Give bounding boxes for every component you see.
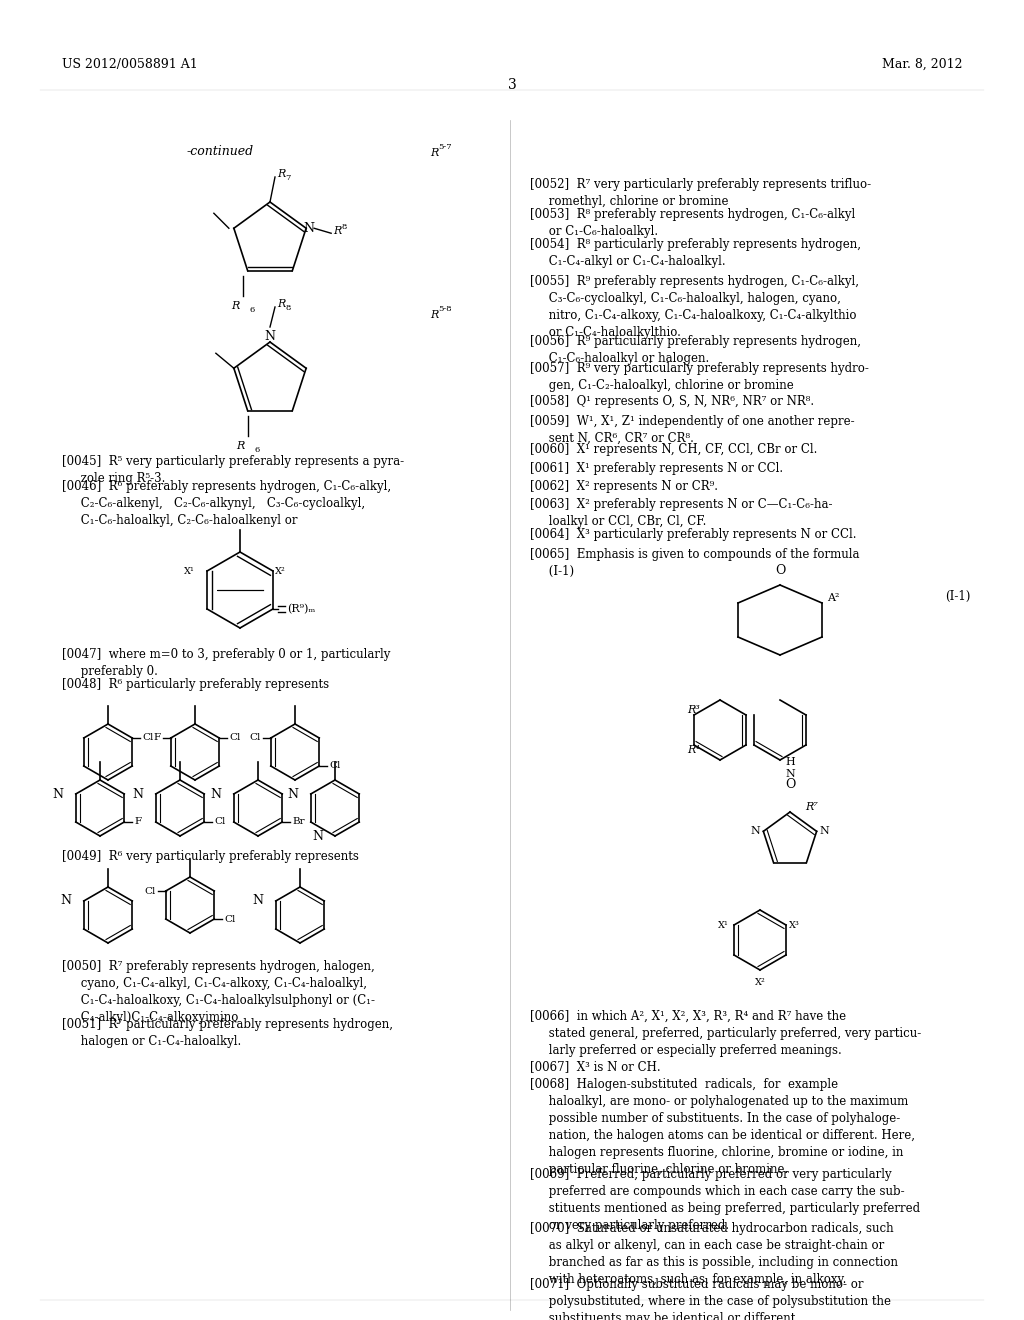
Text: [0051]  R⁷ particularly preferably represents hydrogen,
     halogen or C₁-C₄-ha: [0051] R⁷ particularly preferably repres… bbox=[62, 1018, 393, 1048]
Text: [0066]  in which A², X¹, X², X³, R³, R⁴ and R⁷ have the
     stated general, pre: [0066] in which A², X¹, X², X³, R³, R⁴ a… bbox=[530, 1010, 922, 1057]
Text: [0049]  R⁶ very particularly preferably represents: [0049] R⁶ very particularly preferably r… bbox=[62, 850, 358, 863]
Text: [0063]  X² preferably represents N or C—C₁-C₆-ha-
     loalkyl or CCl, CBr, Cl, : [0063] X² preferably represents N or C—C… bbox=[530, 498, 833, 528]
Text: 7: 7 bbox=[285, 174, 291, 182]
Text: -continued: -continued bbox=[186, 145, 254, 158]
Text: [0071]  Optionally substituted radicals may be mono- or
     polysubstituted, wh: [0071] Optionally substituted radicals m… bbox=[530, 1278, 891, 1320]
Text: X²: X² bbox=[755, 978, 765, 987]
Text: F: F bbox=[154, 734, 161, 742]
Text: [0050]  R⁷ preferably represents hydrogen, halogen,
     cyano, C₁-C₄-alkyl, C₁-: [0050] R⁷ preferably represents hydrogen… bbox=[62, 960, 375, 1024]
Text: X²: X² bbox=[274, 566, 286, 576]
Text: [0070]  Saturated or unsaturated hydrocarbon radicals, such
     as alkyl or alk: [0070] Saturated or unsaturated hydrocar… bbox=[530, 1222, 898, 1286]
Text: X³: X³ bbox=[788, 920, 800, 929]
Text: F: F bbox=[134, 817, 141, 826]
Text: R: R bbox=[430, 310, 438, 319]
Text: N: N bbox=[264, 330, 275, 343]
Text: O: O bbox=[775, 564, 785, 577]
Text: X¹: X¹ bbox=[718, 920, 729, 929]
Text: Cl: Cl bbox=[142, 734, 154, 742]
Text: N: N bbox=[751, 826, 761, 837]
Text: R⁴: R⁴ bbox=[687, 744, 700, 755]
Text: US 2012/0058891 A1: US 2012/0058891 A1 bbox=[62, 58, 198, 71]
Text: [0056]  R⁹ particularly preferably represents hydrogen,
     C₁-C₆-haloalkyl or : [0056] R⁹ particularly preferably repres… bbox=[530, 335, 861, 366]
Text: O: O bbox=[784, 779, 796, 792]
Text: R³: R³ bbox=[687, 705, 700, 715]
Text: R: R bbox=[430, 148, 438, 158]
Text: [0061]  X¹ preferably represents N or CCl.: [0061] X¹ preferably represents N or CCl… bbox=[530, 462, 783, 475]
Text: [0054]  R⁸ particularly preferably represents hydrogen,
     C₁-C₄-alkyl or C₁-C: [0054] R⁸ particularly preferably repres… bbox=[530, 238, 861, 268]
Text: [0068]  Halogen-substituted  radicals,  for  example
     haloalkyl, are mono- o: [0068] Halogen-substituted radicals, for… bbox=[530, 1078, 915, 1176]
Text: Cl: Cl bbox=[229, 734, 241, 742]
Text: N: N bbox=[288, 788, 299, 800]
Text: 8: 8 bbox=[341, 223, 346, 231]
Text: 6: 6 bbox=[250, 306, 255, 314]
Text: X¹: X¹ bbox=[184, 566, 196, 576]
Text: (R⁹)ₘ: (R⁹)ₘ bbox=[287, 603, 315, 614]
Text: N: N bbox=[819, 826, 829, 837]
Text: R: R bbox=[333, 226, 342, 236]
Text: A²: A² bbox=[827, 593, 840, 603]
Text: [0053]  R⁸ preferably represents hydrogen, C₁-C₆-alkyl
     or C₁-C₆-haloalkyl.: [0053] R⁸ preferably represents hydrogen… bbox=[530, 209, 855, 238]
Text: [0055]  R⁹ preferably represents hydrogen, C₁-C₆-alkyl,
     C₃-C₆-cycloalkyl, C: [0055] R⁹ preferably represents hydrogen… bbox=[530, 275, 859, 339]
Text: N: N bbox=[304, 222, 314, 235]
Text: Br: Br bbox=[292, 817, 305, 826]
Text: 5-8: 5-8 bbox=[438, 305, 452, 313]
Text: (I-1): (I-1) bbox=[944, 590, 970, 603]
Text: N: N bbox=[253, 895, 264, 908]
Text: [0064]  X³ particularly preferably represents N or CCl.: [0064] X³ particularly preferably repres… bbox=[530, 528, 856, 541]
Text: N: N bbox=[133, 788, 143, 800]
Text: [0048]  R⁶ particularly preferably represents: [0048] R⁶ particularly preferably repres… bbox=[62, 678, 329, 690]
Text: N: N bbox=[60, 895, 72, 908]
Text: [0062]  X² represents N or CR⁹.: [0062] X² represents N or CR⁹. bbox=[530, 480, 718, 492]
Text: [0058]  Q¹ represents O, S, N, NR⁶, NR⁷ or NR⁸.: [0058] Q¹ represents O, S, N, NR⁶, NR⁷ o… bbox=[530, 395, 814, 408]
Text: [0046]  R⁶ preferably represents hydrogen, C₁-C₆-alkyl,
     C₂-C₆-alkenyl,   C₂: [0046] R⁶ preferably represents hydrogen… bbox=[62, 480, 391, 527]
Text: N: N bbox=[53, 788, 63, 800]
Text: [0057]  R⁹ very particularly preferably represents hydro-
     gen, C₁-C₂-haloal: [0057] R⁹ very particularly preferably r… bbox=[530, 362, 869, 392]
Text: 8: 8 bbox=[285, 304, 291, 312]
Text: [0069]  Preferred, particularly preferred or very particularly
     preferred ar: [0069] Preferred, particularly preferred… bbox=[530, 1168, 921, 1232]
Text: [0065]  Emphasis is given to compounds of the formula
     (I-1): [0065] Emphasis is given to compounds of… bbox=[530, 548, 859, 578]
Text: Cl: Cl bbox=[224, 915, 236, 924]
Text: Cl: Cl bbox=[330, 762, 341, 771]
Text: R: R bbox=[278, 300, 286, 309]
Text: 3: 3 bbox=[508, 78, 516, 92]
Text: H
N: H N bbox=[785, 758, 795, 779]
Text: N: N bbox=[211, 788, 222, 800]
Text: [0047]  where m=0 to 3, preferably 0 or 1, particularly
     preferably 0.: [0047] where m=0 to 3, preferably 0 or 1… bbox=[62, 648, 390, 678]
Text: Cl: Cl bbox=[214, 817, 225, 826]
Text: 5-7: 5-7 bbox=[438, 143, 452, 150]
Text: Cl: Cl bbox=[250, 734, 261, 742]
Text: Mar. 8, 2012: Mar. 8, 2012 bbox=[882, 58, 962, 71]
Text: [0067]  X³ is N or CH.: [0067] X³ is N or CH. bbox=[530, 1060, 660, 1073]
Text: 6: 6 bbox=[255, 446, 260, 454]
Text: [0059]  W¹, X¹, Z¹ independently of one another repre-
     sent N, CR⁶, CR⁷ or : [0059] W¹, X¹, Z¹ independently of one a… bbox=[530, 414, 855, 445]
Text: R⁷: R⁷ bbox=[805, 803, 818, 812]
Text: Cl: Cl bbox=[144, 887, 156, 895]
Text: [0060]  X¹ represents N, CH, CF, CCl, CBr or Cl.: [0060] X¹ represents N, CH, CF, CCl, CBr… bbox=[530, 444, 817, 455]
Text: R: R bbox=[278, 169, 286, 180]
Text: R: R bbox=[237, 441, 245, 450]
Text: R: R bbox=[231, 301, 240, 310]
Text: N: N bbox=[312, 829, 323, 842]
Text: [0045]  R⁵ very particularly preferably represents a pyra-
     zole ring R⁵-3.: [0045] R⁵ very particularly preferably r… bbox=[62, 455, 404, 484]
Text: [0052]  R⁷ very particularly preferably represents trifluo-
     romethyl, chlor: [0052] R⁷ very particularly preferably r… bbox=[530, 178, 871, 209]
